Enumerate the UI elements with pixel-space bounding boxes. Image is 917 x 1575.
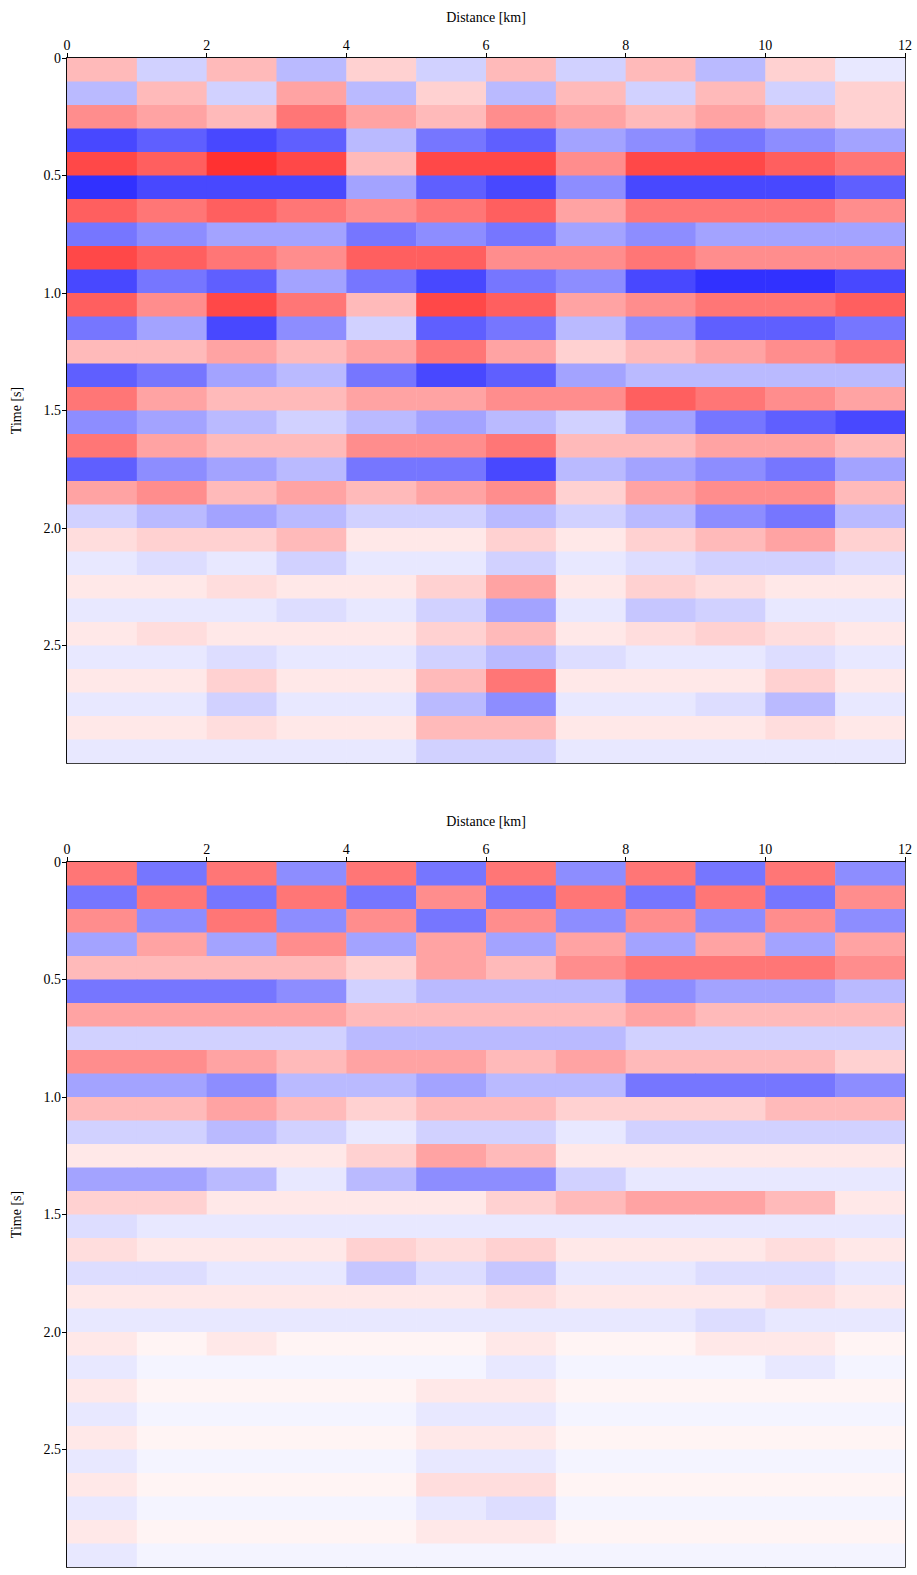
svg-text:Distance [km]: Distance [km] [446, 10, 526, 25]
svg-text:4: 4 [343, 842, 350, 857]
svg-text:1.0: 1.0 [44, 1090, 62, 1105]
svg-text:2: 2 [203, 38, 210, 53]
svg-text:Time [s]: Time [s] [9, 387, 24, 434]
svg-text:10: 10 [758, 842, 772, 857]
svg-text:6: 6 [483, 842, 490, 857]
svg-text:8: 8 [622, 38, 629, 53]
svg-text:12: 12 [898, 38, 912, 53]
svg-text:0: 0 [64, 38, 71, 53]
svg-text:0: 0 [54, 855, 61, 870]
svg-text:0: 0 [64, 842, 71, 857]
svg-text:10: 10 [758, 38, 772, 53]
svg-text:2.5: 2.5 [44, 1442, 62, 1457]
svg-text:Time [s]: Time [s] [9, 1191, 24, 1238]
svg-text:6: 6 [483, 38, 490, 53]
svg-text:1.5: 1.5 [44, 403, 62, 418]
svg-text:1.0: 1.0 [44, 286, 62, 301]
svg-text:8: 8 [622, 842, 629, 857]
svg-text:2.0: 2.0 [44, 1325, 62, 1340]
svg-text:4: 4 [343, 38, 350, 53]
svg-text:12: 12 [898, 842, 912, 857]
svg-text:Distance [km]: Distance [km] [446, 814, 526, 829]
svg-text:1.5: 1.5 [44, 1207, 62, 1222]
svg-text:0: 0 [54, 51, 61, 66]
svg-text:2: 2 [203, 842, 210, 857]
svg-text:0.5: 0.5 [44, 168, 62, 183]
svg-text:2.0: 2.0 [44, 521, 62, 536]
svg-text:2.5: 2.5 [44, 638, 62, 653]
svg-text:0.5: 0.5 [44, 972, 62, 987]
